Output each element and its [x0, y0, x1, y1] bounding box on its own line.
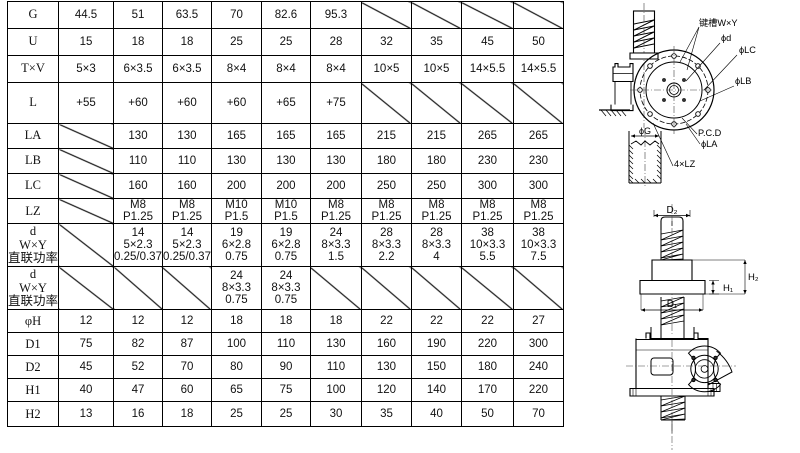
svg-text:ϕLB: ϕLB	[735, 76, 751, 86]
svg-text:键槽W×Y: 键槽W×Y	[699, 17, 738, 28]
svg-text:ϕG: ϕG	[639, 126, 651, 136]
svg-text:P.C.D: P.C.D	[698, 128, 722, 138]
svg-text:ϕLC: ϕLC	[739, 45, 756, 55]
svg-text:ϕd: ϕd	[721, 33, 731, 43]
svg-text:ϕLA: ϕLA	[701, 139, 718, 149]
svg-text:4×LZ: 4×LZ	[674, 159, 696, 169]
svg-text:D₂: D₂	[666, 205, 677, 216]
svg-text:H₂: H₂	[748, 272, 759, 283]
svg-text:H₁: H₁	[723, 283, 733, 294]
svg-text:D₁: D₁	[667, 299, 678, 310]
